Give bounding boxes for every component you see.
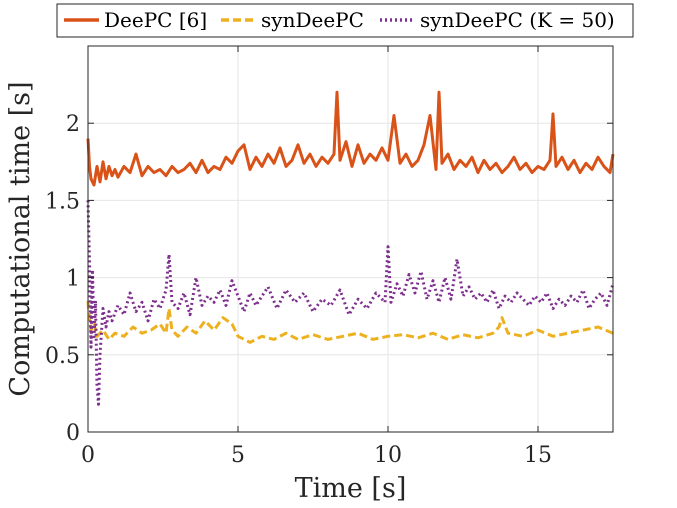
legend-label-syndeepc: synDeePC <box>261 8 364 32</box>
plot-background <box>88 46 613 432</box>
series-line-0 <box>86 90 615 187</box>
x-tick-label: 0 <box>81 443 95 468</box>
x-tick-label: 5 <box>231 443 245 468</box>
plot-frame <box>87 45 614 433</box>
y-tick-label: 0 <box>66 421 80 446</box>
series-layer <box>86 90 615 406</box>
y-tick-label: 1 <box>66 267 80 292</box>
y-tick-label: 1.5 <box>45 189 80 214</box>
y-tick-label: 2 <box>66 112 80 137</box>
x-tick-label: 15 <box>524 443 552 468</box>
x-tick-label: 10 <box>374 443 402 468</box>
legend: DeePC [6] synDeePC synDeePC (K = 50) <box>56 3 634 38</box>
legend-box <box>56 3 634 38</box>
legend-label-deepc: DeePC [6] <box>104 8 207 32</box>
legend-label-syndeepc-k50: synDeePC (K = 50) <box>420 8 615 32</box>
y-axis-label: Computational time [s] <box>5 81 36 396</box>
y-tick-label: 0.5 <box>45 344 80 369</box>
x-axis-label: Time [s] <box>295 473 407 504</box>
axis-ticks: 0 5 10 15 0 0.5 1 1.5 2 <box>45 46 613 468</box>
